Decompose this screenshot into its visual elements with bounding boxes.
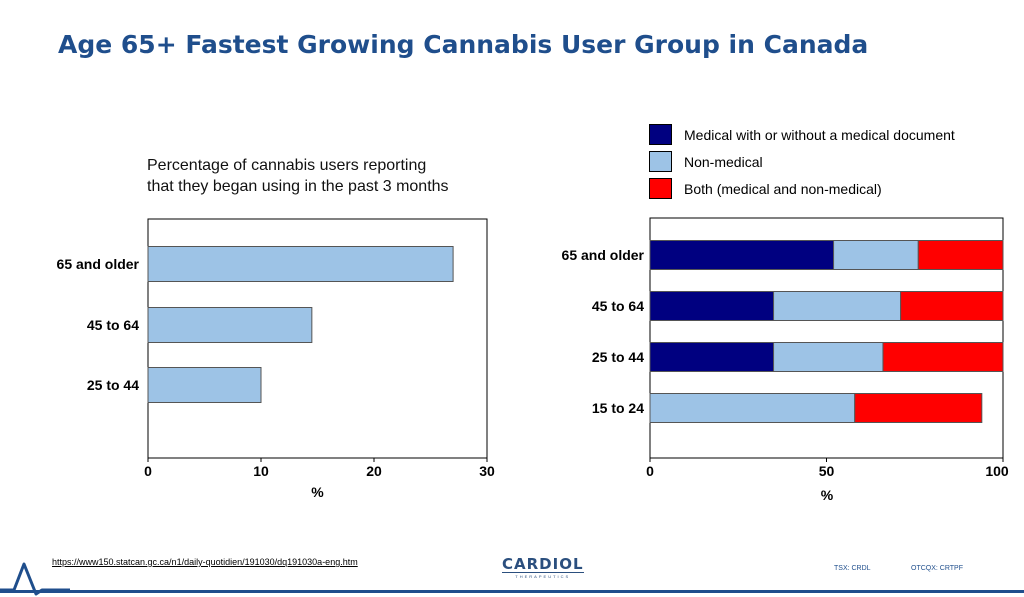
legend-label-both: Both (medical and non-medical) [684, 180, 882, 197]
slide-title: Age 65+ Fastest Growing Cannabis User Gr… [58, 30, 869, 59]
right-category-label-65-and-older: 65 and older [562, 247, 645, 263]
ticker-otcqx: OTCQX: CRTPF [911, 565, 963, 572]
bar-45-to-64 [147, 307, 313, 343]
bar-segment-65-and-older-both [917, 240, 1004, 270]
chart-legend: Medical with or without a medical docume… [649, 121, 955, 202]
logo-name: CARDIOL [502, 555, 584, 573]
category-label-45-to-64: 45 to 64 [87, 317, 139, 333]
legend-item-both: Both (medical and non-medical) [649, 175, 955, 202]
legend-swatch-non-medical [649, 151, 672, 172]
x-tick-label-30: 30 [479, 463, 495, 479]
right-x-tick-label-50: 50 [819, 463, 835, 479]
left-bar-chart: 65 and older 45 to 64 25 to 44 0 10 20 30% [57, 218, 495, 500]
right-x-tick-label-100: 100 [985, 463, 1009, 479]
right-stacked-bar-chart: 65 and older 45 to 64 25 to 44 15 to 24 0 50 1… [562, 217, 1009, 503]
bar-segment-45-to-64-both [900, 291, 1004, 321]
right-category-label-15-to-24: 15 to 24 [592, 400, 644, 416]
right-category-label-25-to-44: 25 to 44 [592, 349, 644, 365]
x-axis-label: % [311, 484, 324, 500]
x-tick-label-10: 10 [253, 463, 269, 479]
legend-swatch-medical [649, 124, 672, 145]
bar-segment-45-to-64-non-medical [773, 291, 902, 321]
chart-subtitle-line-1: Percentage of cannabis users reporting [147, 157, 427, 174]
x-tick-label-0: 0 [144, 463, 152, 479]
bar-segment-15-to-24-both [854, 393, 983, 423]
chart-subtitle-line-2: that they began using in the past 3 mont… [147, 178, 449, 195]
legend-swatch-both [649, 178, 672, 199]
category-label-25-to-44: 25 to 44 [87, 377, 139, 393]
bar-segment-25-to-44-medical [649, 342, 775, 372]
right-x-tick-label-0: 0 [646, 463, 654, 479]
bar-segment-45-to-64-medical [649, 291, 775, 321]
legend-label-medical: Medical with or without a medical docume… [684, 126, 955, 143]
category-label-65-and-older: 65 and older [57, 256, 140, 272]
chart-subtitle: Percentage of cannabis users reporting t… [147, 155, 449, 197]
bar-segment-65-and-older-medical [649, 240, 835, 270]
right-x-axis-label: % [821, 487, 834, 503]
legend-label-non-medical: Non-medical [684, 153, 763, 170]
bar-65-and-older [147, 246, 454, 282]
bar-segment-25-to-44-non-medical [773, 342, 884, 372]
legend-item-medical: Medical with or without a medical docume… [649, 121, 955, 148]
logo-subtitle: THERAPEUTICS [515, 574, 571, 579]
ticker-tsx: TSX: CRDL [834, 565, 871, 572]
cardiol-logo: CARDIOL THERAPEUTICS [502, 556, 584, 579]
source-link[interactable]: https://www150.statcan.gc.ca/n1/daily-qu… [52, 557, 358, 567]
bar-segment-15-to-24-non-medical [649, 393, 856, 423]
x-tick-label-20: 20 [366, 463, 382, 479]
bar-25-to-44 [147, 367, 262, 403]
bar-segment-25-to-44-both [882, 342, 1004, 372]
footer-bar [0, 590, 1024, 593]
bar-segment-65-and-older-non-medical [833, 240, 919, 270]
legend-item-non-medical: Non-medical [649, 148, 955, 175]
right-category-label-45-to-64: 45 to 64 [592, 298, 644, 314]
